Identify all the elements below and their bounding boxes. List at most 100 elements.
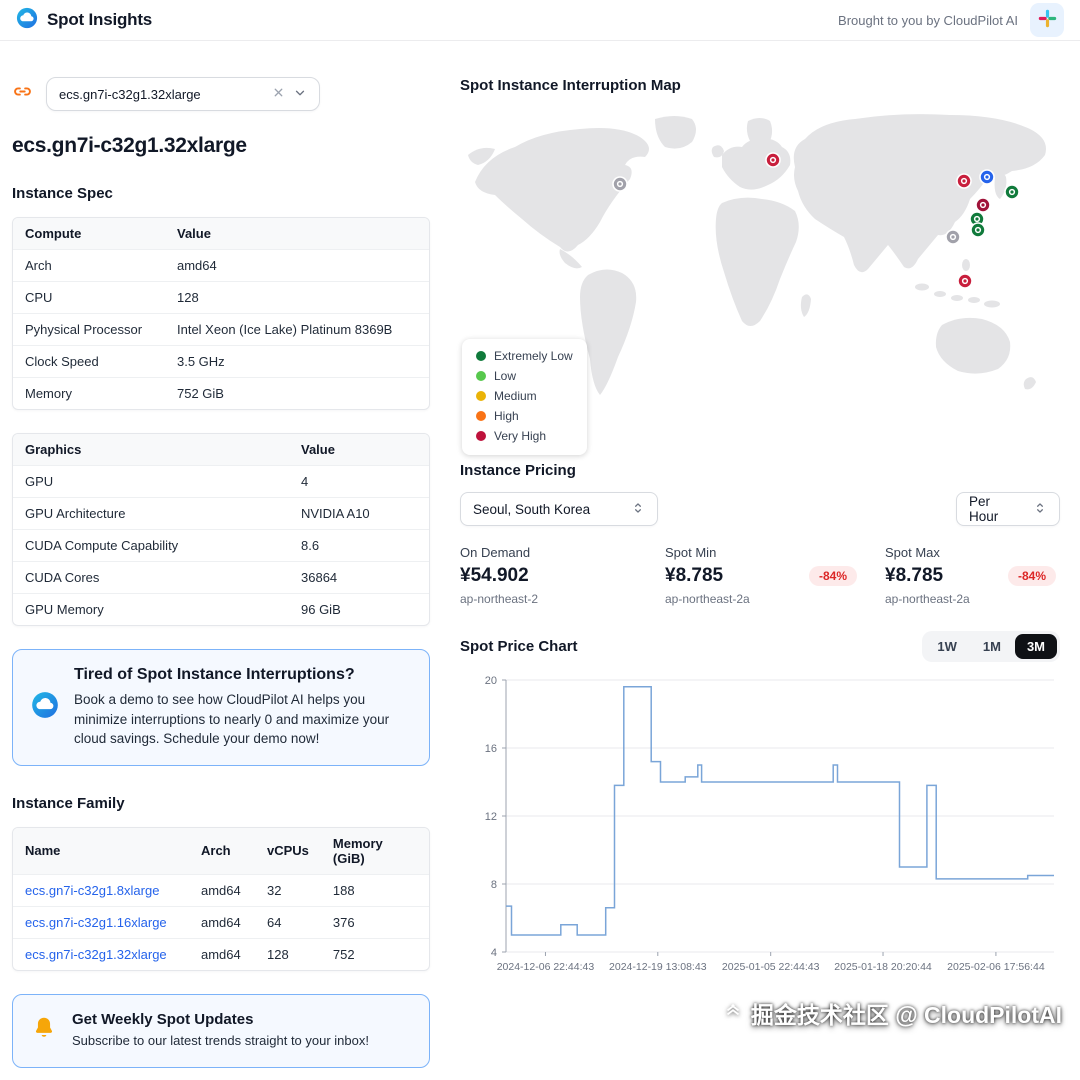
legend-dot-icon [476, 371, 486, 381]
svg-text:4: 4 [491, 947, 497, 959]
clear-selection-icon[interactable] [272, 86, 285, 102]
instance-family-link[interactable]: ecs.gn7i-c32g1.16xlarge [25, 914, 167, 930]
price-label: On Demand [460, 545, 531, 560]
subscribe-callout-body: Subscribe to our latest trends straight … [72, 1032, 369, 1048]
table-cell: 188 [320, 873, 429, 907]
legend-item: Very High [476, 429, 573, 443]
map-marker[interactable] [957, 273, 973, 289]
svg-text:2024-12-19 13:08:43: 2024-12-19 13:08:43 [609, 961, 707, 973]
chevron-up-down-icon [1033, 501, 1047, 518]
instance-spec-heading: Instance Spec [12, 185, 113, 202]
svg-text:2024-12-06 22:44:43: 2024-12-06 22:44:43 [497, 961, 595, 973]
table-row: ecs.gn7i-c32g1.8xlarge amd64 32 188 [13, 873, 429, 907]
instance-select-value: ecs.gn7i-c32g1.32xlarge [59, 86, 201, 102]
table-cell: amd64 [189, 937, 255, 970]
cloudpilot-logo-icon [16, 7, 38, 34]
legend-dot-icon [476, 351, 486, 361]
chart-range-group: 1W 1M 3M [922, 631, 1060, 662]
spot-price-chart[interactable]: 4 8 12 16 20 2024-12-06 22:44:43 2024-12-19 13… [460, 670, 1060, 982]
map-marker[interactable] [979, 169, 995, 185]
column-header: Compute [13, 218, 165, 250]
demo-callout[interactable]: Tired of Spot Instance Interruptions? Bo… [12, 649, 430, 766]
price-label: Spot Max [885, 545, 940, 560]
map-marker[interactable] [970, 222, 986, 238]
map-marker[interactable] [945, 229, 961, 245]
graphics-spec-table: Graphics Value GPU 4 GPU Architecture NVIDI… [13, 434, 429, 625]
table-header-row: Compute Value [13, 218, 429, 250]
legend-dot-icon [476, 391, 486, 401]
table-cell: CPU [13, 281, 165, 314]
slack-icon [1038, 9, 1057, 31]
table-cell: 96 GiB [289, 593, 429, 625]
slack-button[interactable] [1030, 3, 1064, 37]
table-row: Memory 752 GiB [13, 377, 429, 409]
legend-item: Low [476, 369, 573, 383]
pricing-cards: On Demand ¥54.902 ap-northeast-2 Spot Min ¥8… [460, 545, 1060, 606]
table-cell: ecs.gn7i-c32g1.8xlarge [13, 873, 189, 907]
range-button-1w[interactable]: 1W [925, 634, 969, 659]
table-cell: 36864 [289, 561, 429, 594]
interruption-map: Extremely Low Low Medium High Very High [460, 107, 1060, 455]
instance-family-table-card: Name Arch vCPUs Memory (GiB) ecs.gn7i-c3… [12, 826, 430, 971]
subscribe-callout[interactable]: Get Weekly Spot Updates Subscribe to our… [12, 993, 430, 1068]
cloudpilot-callout-icon [31, 691, 59, 724]
table-row: GPU Architecture NVIDIA A10 [13, 497, 429, 530]
legend-item: Extremely Low [476, 349, 573, 363]
map-marker[interactable] [956, 173, 972, 189]
legend-dot-icon [476, 411, 486, 421]
region-select-value: Seoul, South Korea [473, 501, 591, 517]
table-cell: 4 [289, 465, 429, 498]
instance-family-table: Name Arch vCPUs Memory (GiB) ecs.gn7i-c3… [13, 827, 429, 970]
juejin-logo-icon [723, 1000, 743, 1027]
table-row: GPU 4 [13, 465, 429, 498]
chain-link-icon [12, 81, 33, 107]
table-cell: 752 [320, 937, 429, 970]
table-cell: Pyhysical Processor [13, 313, 165, 346]
table-cell: amd64 [165, 249, 429, 282]
period-select[interactable]: Per Hour [956, 492, 1060, 526]
legend-label: Low [494, 369, 517, 383]
svg-text:16: 16 [485, 743, 497, 755]
map-heading: Spot Instance Interruption Map [460, 77, 681, 94]
map-marker[interactable] [765, 152, 781, 168]
table-header-row: Graphics Value [13, 434, 429, 466]
discount-badge: -84% [808, 566, 857, 586]
column-header: Memory (GiB) [320, 827, 429, 875]
range-button-1m[interactable]: 1M [971, 634, 1013, 659]
svg-text:20: 20 [485, 675, 497, 687]
table-cell: CUDA Cores [13, 561, 289, 594]
pricing-heading: Instance Pricing [460, 462, 576, 479]
map-marker[interactable] [975, 197, 991, 213]
table-cell: Intel Xeon (Ice Lake) Platinum 8369B [165, 313, 429, 346]
instance-select[interactable]: ecs.gn7i-c32g1.32xlarge [46, 77, 320, 111]
instance-family-link[interactable]: ecs.gn7i-c32g1.8xlarge [25, 882, 160, 898]
table-cell: amd64 [189, 873, 255, 907]
price-label: Spot Min [665, 545, 717, 560]
price-region: ap-northeast-2 [460, 592, 539, 606]
page-title: ecs.gn7i-c32g1.32xlarge [12, 134, 247, 157]
chevron-down-icon [293, 86, 307, 103]
instance-family-link[interactable]: ecs.gn7i-c32g1.32xlarge [25, 946, 167, 962]
instance-family-heading: Instance Family [12, 794, 125, 812]
table-cell: GPU Memory [13, 593, 289, 625]
map-marker[interactable] [969, 211, 985, 227]
price-line: ¥8.785 -84% [885, 565, 1060, 587]
table-row: CPU 128 [13, 281, 429, 314]
column-header: Graphics [13, 434, 289, 466]
map-marker[interactable] [1004, 184, 1020, 200]
table-cell: 64 [255, 905, 321, 939]
compute-spec-table: Compute Value Arch amd64 CPU 128 Pyhysical P… [13, 218, 429, 409]
map-marker[interactable] [612, 176, 628, 192]
table-header-row: Name Arch vCPUs Memory (GiB) [13, 827, 429, 875]
table-cell: GPU [13, 465, 289, 498]
range-button-3m[interactable]: 3M [1014, 634, 1057, 659]
table-cell: 128 [255, 937, 321, 970]
legend-item: High [476, 409, 573, 423]
right-column: Spot Instance Interruption Map [460, 77, 1060, 1080]
table-cell: 8.6 [289, 529, 429, 562]
region-select[interactable]: Seoul, South Korea [460, 492, 658, 526]
svg-text:2025-01-05 22:44:43: 2025-01-05 22:44:43 [722, 961, 820, 973]
table-row: CUDA Compute Capability 8.6 [13, 529, 429, 562]
table-cell: 32 [255, 873, 321, 907]
subscribe-callout-title: Get Weekly Spot Updates [72, 1010, 254, 1028]
